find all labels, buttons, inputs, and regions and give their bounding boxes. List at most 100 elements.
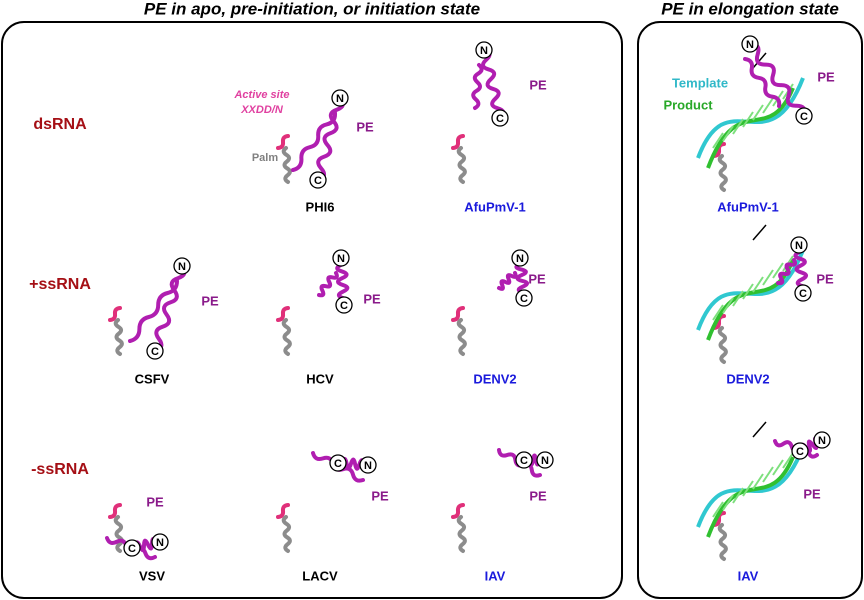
terminus-label: C bbox=[800, 111, 808, 123]
terminus-label: C bbox=[128, 543, 136, 555]
structure-name: IAV bbox=[485, 568, 506, 583]
base-pair bbox=[752, 276, 764, 293]
base-pair bbox=[712, 132, 724, 149]
pe-coil bbox=[471, 63, 484, 110]
palm-top bbox=[451, 306, 465, 322]
terminus-circle bbox=[329, 454, 347, 472]
terminus-label: N bbox=[746, 39, 754, 51]
structure-name: HCV bbox=[306, 371, 334, 386]
terminus-label: C bbox=[151, 346, 159, 358]
pe-label: PE bbox=[528, 271, 546, 286]
palm-top bbox=[108, 503, 122, 519]
terminus-label: C bbox=[520, 455, 528, 467]
palm-body bbox=[113, 515, 124, 553]
base-pair bbox=[732, 290, 744, 307]
pe-coil bbox=[497, 271, 518, 291]
pe-label: PE bbox=[817, 69, 835, 84]
structure-name: PHI6 bbox=[306, 199, 335, 214]
pe-label: PE bbox=[529, 488, 547, 503]
product-strand bbox=[706, 456, 795, 538]
terminus-circle bbox=[790, 236, 808, 254]
terminus-circle bbox=[359, 456, 377, 474]
palm-body bbox=[717, 326, 728, 364]
panel-title: PE in apo, pre-initiation, or initiation… bbox=[144, 0, 480, 18]
terminus-circle bbox=[151, 533, 169, 551]
terminus-label: C bbox=[496, 113, 504, 125]
palm-top bbox=[712, 314, 726, 330]
terminus-circle bbox=[146, 342, 164, 360]
pe-coil bbox=[316, 96, 345, 182]
structure-name: VSV bbox=[139, 568, 165, 583]
terminus-circle bbox=[332, 249, 350, 267]
palm-body bbox=[456, 318, 467, 356]
structure-name: DENV2 bbox=[726, 371, 769, 386]
terminus-circle bbox=[123, 539, 141, 557]
terminus-circle bbox=[741, 35, 759, 53]
pe-coil bbox=[748, 42, 807, 118]
terminus-circle bbox=[795, 107, 813, 125]
terminus-label: N bbox=[156, 537, 164, 549]
terminus-circle bbox=[791, 442, 809, 460]
base-pair bbox=[772, 459, 784, 476]
base-pair bbox=[772, 262, 784, 279]
palm-body bbox=[281, 318, 292, 356]
row-label: dsRNA bbox=[33, 116, 87, 133]
terminus-label: N bbox=[516, 253, 524, 265]
terminus-label: N bbox=[336, 93, 344, 105]
palm-top bbox=[276, 134, 290, 150]
active-site-label: Active site bbox=[233, 89, 289, 101]
template-label: Template bbox=[672, 75, 728, 90]
base-pair bbox=[722, 297, 734, 314]
base-pair bbox=[732, 487, 744, 504]
palm-body bbox=[113, 318, 124, 356]
pe-label: PE bbox=[201, 293, 219, 308]
palm-top bbox=[712, 142, 726, 158]
palm-top bbox=[108, 306, 122, 322]
palm-top bbox=[451, 134, 465, 150]
terminus-circle bbox=[515, 289, 533, 307]
pe-label: PE bbox=[371, 488, 389, 503]
base-pair bbox=[722, 494, 734, 511]
terminus-label: N bbox=[178, 261, 186, 273]
terminus-label: C bbox=[796, 446, 804, 458]
terminus-circle bbox=[335, 296, 353, 314]
base-pair bbox=[742, 111, 754, 128]
palm-body bbox=[717, 523, 728, 561]
base-pair bbox=[712, 501, 724, 518]
terminus-label: C bbox=[340, 300, 348, 312]
terminus-label: C bbox=[334, 458, 342, 470]
pe-label: PE bbox=[529, 77, 547, 92]
active-site-label: XXDD/N bbox=[240, 104, 284, 116]
row-label: -ssRNA bbox=[31, 461, 89, 478]
terminus-label: C bbox=[520, 293, 528, 305]
terminus-label: N bbox=[480, 45, 488, 57]
terminus-circle bbox=[475, 41, 493, 59]
structure-name: AfuPmV-1 bbox=[464, 199, 525, 214]
terminus-circle bbox=[173, 257, 191, 275]
pe-label: PE bbox=[363, 291, 381, 306]
base-pair bbox=[762, 269, 774, 286]
base-pair bbox=[722, 125, 734, 142]
base-pair bbox=[762, 466, 774, 483]
palm-body bbox=[717, 154, 728, 192]
palm-top bbox=[276, 503, 290, 519]
product-strand bbox=[706, 87, 795, 169]
pe-label: PE bbox=[803, 486, 821, 501]
panel-frame bbox=[1, 21, 623, 599]
pe-coil bbox=[291, 111, 338, 172]
structure-name: CSFV bbox=[135, 371, 170, 386]
pe-label: PE bbox=[816, 271, 834, 286]
base-pair bbox=[752, 104, 764, 121]
terminus-label: N bbox=[818, 435, 826, 447]
base-pair bbox=[742, 480, 754, 497]
terminus-label: N bbox=[364, 460, 372, 472]
palm-label: Palm bbox=[252, 152, 279, 164]
base-pair bbox=[752, 473, 764, 490]
arrow bbox=[752, 52, 767, 69]
terminus-label: N bbox=[337, 253, 345, 265]
palm-body bbox=[456, 515, 467, 553]
pe-coil bbox=[481, 48, 506, 120]
terminus-label: N bbox=[795, 240, 803, 252]
pe-coil bbox=[776, 258, 798, 286]
arrow bbox=[752, 421, 767, 438]
